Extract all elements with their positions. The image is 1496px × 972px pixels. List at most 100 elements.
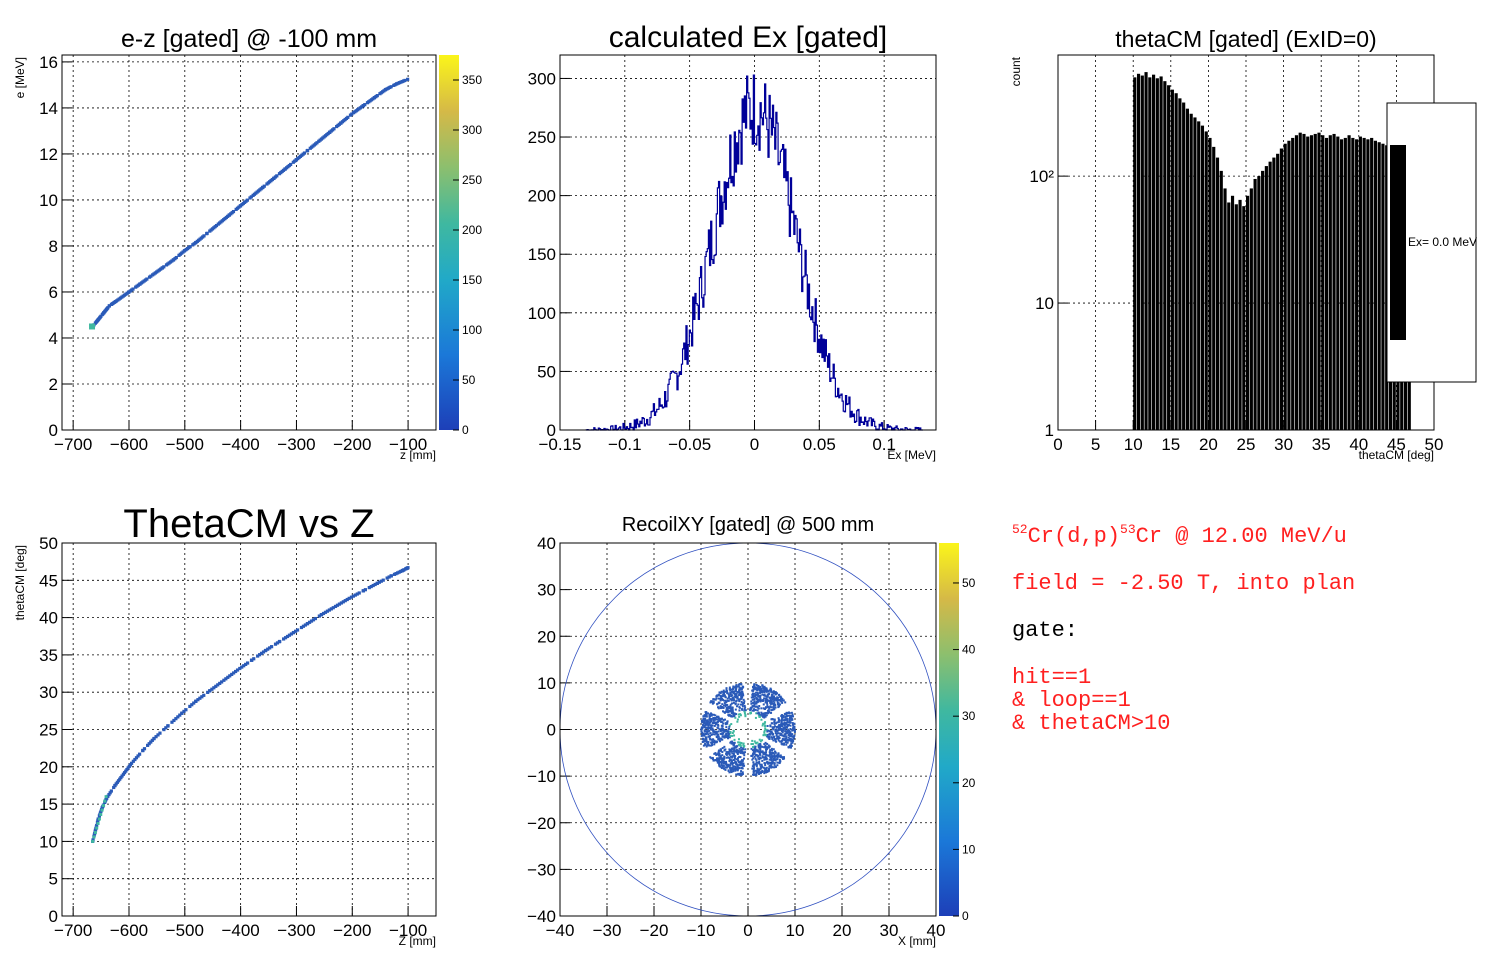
- theta-bar: [1144, 72, 1148, 430]
- recoil-hit: [791, 715, 794, 718]
- recoil-hit: [733, 748, 736, 751]
- recoil-hit: [706, 731, 709, 734]
- thetaz-point: [200, 695, 204, 699]
- recoil-xtick-label: 20: [833, 921, 852, 940]
- recoil-hit: [719, 705, 722, 708]
- thetaz-point: [335, 603, 340, 607]
- thetaz-point: [353, 593, 357, 597]
- recoil-hit: [733, 757, 736, 760]
- recoil-hit: [755, 691, 758, 694]
- recoil-hit: [706, 744, 709, 747]
- recoil-hit: [738, 755, 741, 758]
- recoil-hit: [738, 689, 741, 692]
- recoil-hit: [790, 711, 793, 714]
- recoil-hit: [731, 741, 734, 744]
- recoil-hit: [773, 735, 776, 738]
- recoil-hit: [726, 751, 729, 754]
- theta-xlabel: thetaCM [deg]: [1359, 448, 1434, 462]
- recoil-hit: [781, 723, 784, 726]
- recoil-hit: [732, 711, 735, 714]
- recoil-hit: [759, 749, 762, 752]
- recoil-hit: [735, 763, 738, 766]
- recoil-hit: [712, 701, 715, 704]
- recoil-hit: [717, 706, 720, 709]
- recoil-hit: [771, 691, 774, 694]
- recoil-hit: [724, 705, 727, 708]
- recoil-hit: [752, 688, 755, 691]
- recoil-hit: [726, 697, 729, 700]
- recoil-hit: [727, 734, 730, 737]
- recoil-hit: [753, 683, 756, 686]
- recoil-hit: [701, 726, 704, 729]
- thetaz-point: [367, 586, 371, 590]
- recoil-hit: [724, 699, 727, 702]
- recoil-hit: [721, 703, 724, 706]
- thetaz-point: [134, 756, 139, 760]
- recoil-hit: [757, 700, 760, 703]
- theta-bar: [1219, 170, 1223, 430]
- recoil-hit: [773, 699, 776, 702]
- thetaz-point: [325, 609, 330, 613]
- recoil-hit: [729, 705, 732, 708]
- theta-bar: [1253, 178, 1257, 430]
- thetaz-point: [178, 713, 182, 717]
- recoil-hit: [740, 763, 743, 766]
- ez-colorbar: [439, 55, 459, 430]
- recoil-hit: [724, 696, 727, 699]
- recoil-colorbar-label: 30: [962, 709, 976, 723]
- recoil-hit: [756, 761, 759, 764]
- recoil-hit: [752, 767, 755, 770]
- recoil-hit: [720, 764, 723, 767]
- recoil-hit: [707, 726, 710, 729]
- ez-colorbar-label: 300: [462, 123, 482, 137]
- thetaz-point: [295, 628, 300, 632]
- recoil-hit: [788, 720, 791, 723]
- recoil-hit: [725, 730, 728, 733]
- recoil-hit: [730, 723, 733, 726]
- recoil-hit: [768, 737, 771, 740]
- recoil-hit: [739, 744, 742, 747]
- recoil-hit: [736, 750, 739, 753]
- recoil-hit: [761, 693, 764, 696]
- thetaz-point: [107, 792, 111, 797]
- reaction-sup1: 52: [1012, 522, 1028, 537]
- thetaz-point: [112, 785, 116, 790]
- recoil-hit: [760, 711, 763, 714]
- theta-bar: [1140, 75, 1144, 430]
- recoil-hit: [763, 716, 766, 719]
- theta-ytick-label: 1: [1045, 421, 1054, 440]
- recoil-hit: [720, 767, 723, 770]
- recoil-hit: [754, 693, 757, 696]
- recoil-hit: [714, 741, 717, 744]
- thetaz-point-dense: [97, 817, 101, 821]
- recoil-hit: [729, 734, 732, 737]
- recoil-hit: [704, 737, 707, 740]
- recoil-hit: [759, 757, 762, 760]
- recoil-hit: [754, 747, 757, 750]
- recoil-hit: [768, 765, 771, 768]
- recoil-hit: [737, 772, 740, 775]
- thetaz-point: [307, 620, 312, 624]
- recoil-hit: [750, 706, 753, 709]
- recoil-hit: [752, 746, 755, 749]
- recoil-hit: [718, 737, 721, 740]
- recoil-hit: [763, 712, 766, 715]
- recoil-hit: [710, 728, 713, 731]
- recoil-hit: [767, 746, 770, 749]
- recoil-hit: [759, 714, 762, 717]
- recoil-hit: [727, 730, 730, 733]
- recoil-hit: [720, 690, 723, 693]
- recoil-hit: [759, 743, 762, 746]
- ez-plot-frame: [61, 54, 437, 431]
- info-panel: 52Cr(d,p)53Cr @ 12.00 MeV/u field = -2.5…: [1012, 522, 1355, 736]
- recoil-hit: [792, 725, 795, 728]
- ex-xtick-label: −0.1: [608, 435, 642, 454]
- recoil-hit: [705, 739, 708, 742]
- recoil-hit: [725, 708, 728, 711]
- recoil-hit: [754, 745, 757, 748]
- thetaz-point: [337, 602, 342, 606]
- recoil-hit: [755, 700, 758, 703]
- recoil-hit: [757, 744, 760, 747]
- recoil-hit: [721, 728, 724, 731]
- recoil-hit: [719, 755, 722, 758]
